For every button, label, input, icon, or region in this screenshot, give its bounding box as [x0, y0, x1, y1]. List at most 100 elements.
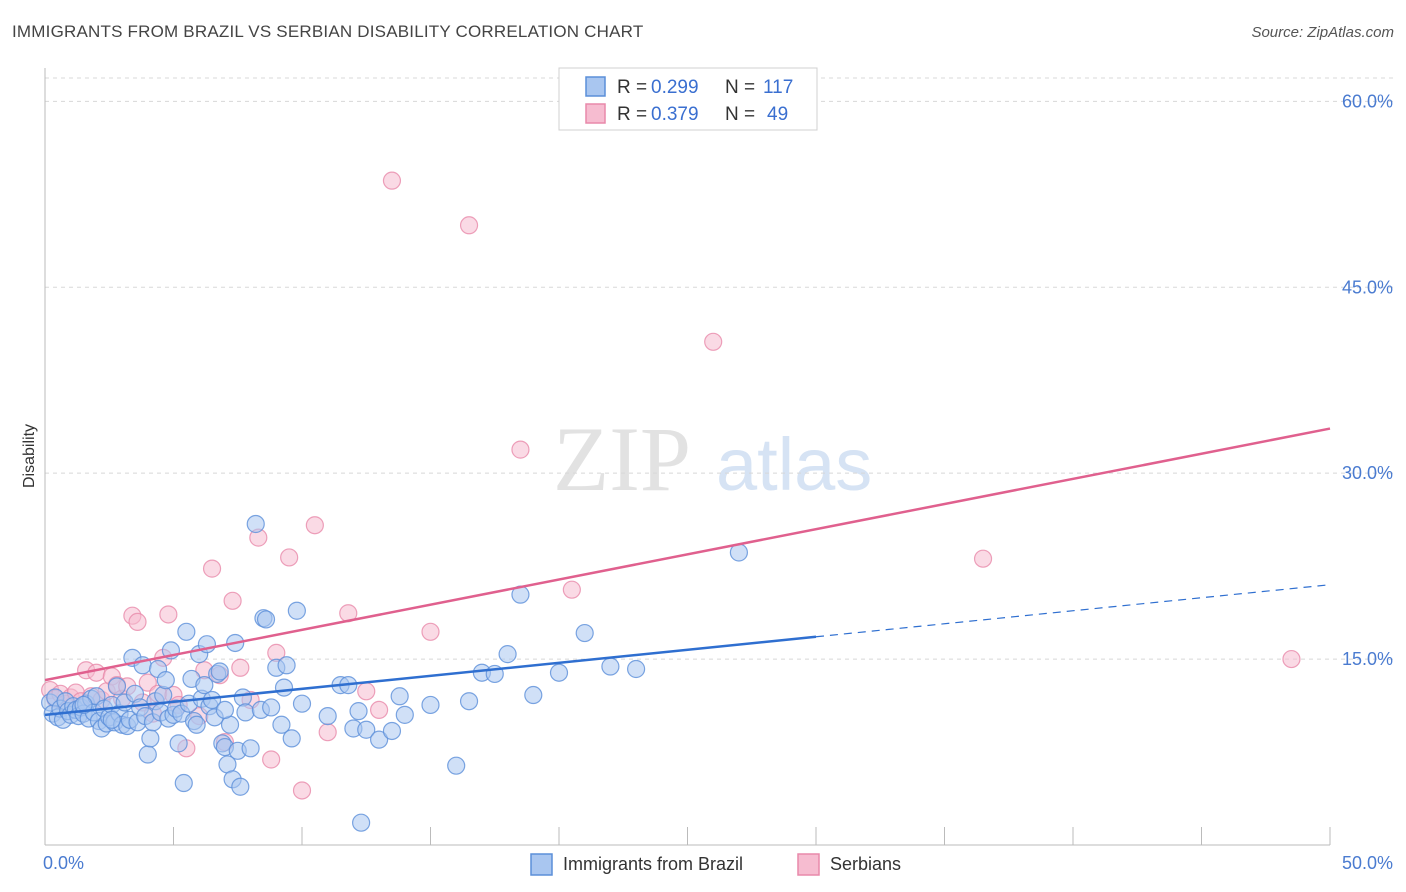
brazil-point	[187, 715, 206, 734]
y-tick-label: 15.0%	[1342, 649, 1393, 669]
serbian-point	[370, 700, 389, 720]
brazil-point	[154, 685, 173, 705]
brazil-point	[549, 663, 569, 682]
brazil-point	[287, 601, 306, 620]
brazil-point	[102, 710, 121, 729]
serbian-point	[357, 682, 376, 701]
serbian-point	[159, 605, 178, 624]
serbian-point	[459, 216, 479, 235]
brazil-point	[274, 678, 294, 697]
brazil-point	[459, 692, 479, 711]
serbian-point	[511, 440, 530, 459]
stats-legend: R = 0.299 N = 117 R = 0.379 N = 49	[558, 67, 818, 131]
brazil-point	[231, 777, 250, 796]
serbian-point	[128, 612, 147, 632]
serbian-trend-line	[44, 427, 1331, 682]
legend-swatch-brazil	[585, 76, 606, 97]
brazil-point	[241, 739, 260, 758]
brazil-point	[107, 677, 127, 696]
source-credit: Source: ZipAtlas.com	[1251, 24, 1394, 41]
y-tick-label: 45.0%	[1342, 277, 1393, 297]
x-tick-label: 0.0%	[43, 853, 84, 873]
brazil-trend-extension	[815, 584, 1331, 638]
serbian-point	[262, 750, 281, 769]
brazil-point	[174, 773, 193, 793]
brazil-point	[349, 702, 368, 721]
brazil-point	[498, 645, 517, 664]
brazil-point	[177, 622, 196, 641]
serbian-point	[704, 332, 723, 351]
brazil-point	[277, 656, 296, 675]
brazil-point	[141, 729, 160, 748]
trend-lines	[44, 427, 1331, 717]
serbian-point	[318, 723, 337, 742]
bottom-legend-swatch-serbian	[797, 853, 820, 876]
brazil-point	[246, 514, 265, 534]
brazil-point	[421, 695, 440, 715]
y-tick-label: 60.0%	[1342, 91, 1393, 111]
serbian-point	[292, 781, 312, 800]
bottom-legend-swatch-brazil	[530, 853, 553, 876]
brazil-point	[352, 813, 371, 832]
grid-lines	[45, 77, 1395, 660]
brazil-point	[138, 745, 157, 764]
y-tick-label: 30.0%	[1342, 463, 1393, 483]
serbian-point	[87, 663, 106, 682]
brazil-point	[236, 703, 255, 722]
brazil-point	[357, 720, 376, 739]
serbian-point	[1282, 649, 1301, 669]
brazil-points	[41, 514, 749, 832]
brazil-point	[447, 756, 466, 775]
axes	[44, 68, 1331, 846]
brazil-point	[626, 659, 646, 679]
legend-n-value-serbian: 49	[767, 104, 788, 125]
serbian-point	[231, 658, 250, 677]
legend-r-label-brazil: R =	[617, 77, 647, 98]
x-tick-label: 50.0%	[1342, 853, 1393, 873]
legend-n-label-serbian: N =	[725, 104, 755, 125]
brazil-point	[156, 671, 175, 690]
brazil-point	[601, 657, 620, 676]
bottom-legend-label-brazil: Immigrants from Brazil	[563, 854, 743, 874]
legend-n-value-brazil: 117	[763, 77, 793, 98]
brazil-trend-line	[44, 635, 817, 717]
watermark-zip: ZIP	[553, 408, 691, 510]
brazil-point	[292, 694, 312, 713]
brazil-point	[272, 715, 291, 734]
watermark-atlas: atlas	[716, 423, 872, 506]
serbian-point	[562, 580, 581, 599]
serbian-point	[973, 549, 993, 568]
tick-labels: 15.0% 30.0% 45.0% 60.0% 0.0% 50.0%	[43, 91, 1393, 873]
brazil-point	[210, 662, 229, 681]
serbian-point	[280, 548, 299, 567]
brazil-point	[318, 706, 337, 726]
serbian-point	[223, 591, 242, 610]
brazil-point	[256, 610, 276, 629]
brazil-point	[74, 695, 93, 715]
brazil-point	[395, 705, 414, 724]
serbian-point	[305, 516, 324, 535]
chart-title: IMMIGRANTS FROM BRAZIL VS SERBIAN DISABI…	[12, 22, 644, 41]
brazil-point	[390, 687, 409, 706]
brazil-point	[282, 729, 301, 748]
brazil-point	[262, 698, 281, 717]
bottom-legend-label-serbian: Serbians	[830, 854, 901, 874]
brazil-point	[195, 676, 214, 695]
brazil-point	[215, 700, 234, 720]
brazil-point	[233, 688, 252, 707]
legend-r-value-brazil: 0.299	[651, 77, 699, 98]
serbian-point	[138, 673, 157, 692]
legend-swatch-serbian	[585, 103, 606, 124]
brazil-point	[575, 623, 594, 643]
legend-n-label-brazil: N =	[725, 77, 755, 98]
brazil-point	[370, 730, 389, 749]
serbian-point	[421, 622, 440, 641]
serbian-point	[382, 171, 402, 190]
legend-r-label-serbian: R =	[617, 104, 647, 125]
brazil-point	[382, 721, 402, 741]
legend-r-value-serbian: 0.379	[651, 104, 699, 125]
brazil-point	[169, 734, 188, 753]
series-legend: Immigrants from Brazil Serbians	[530, 853, 901, 876]
brazil-point	[524, 685, 543, 705]
